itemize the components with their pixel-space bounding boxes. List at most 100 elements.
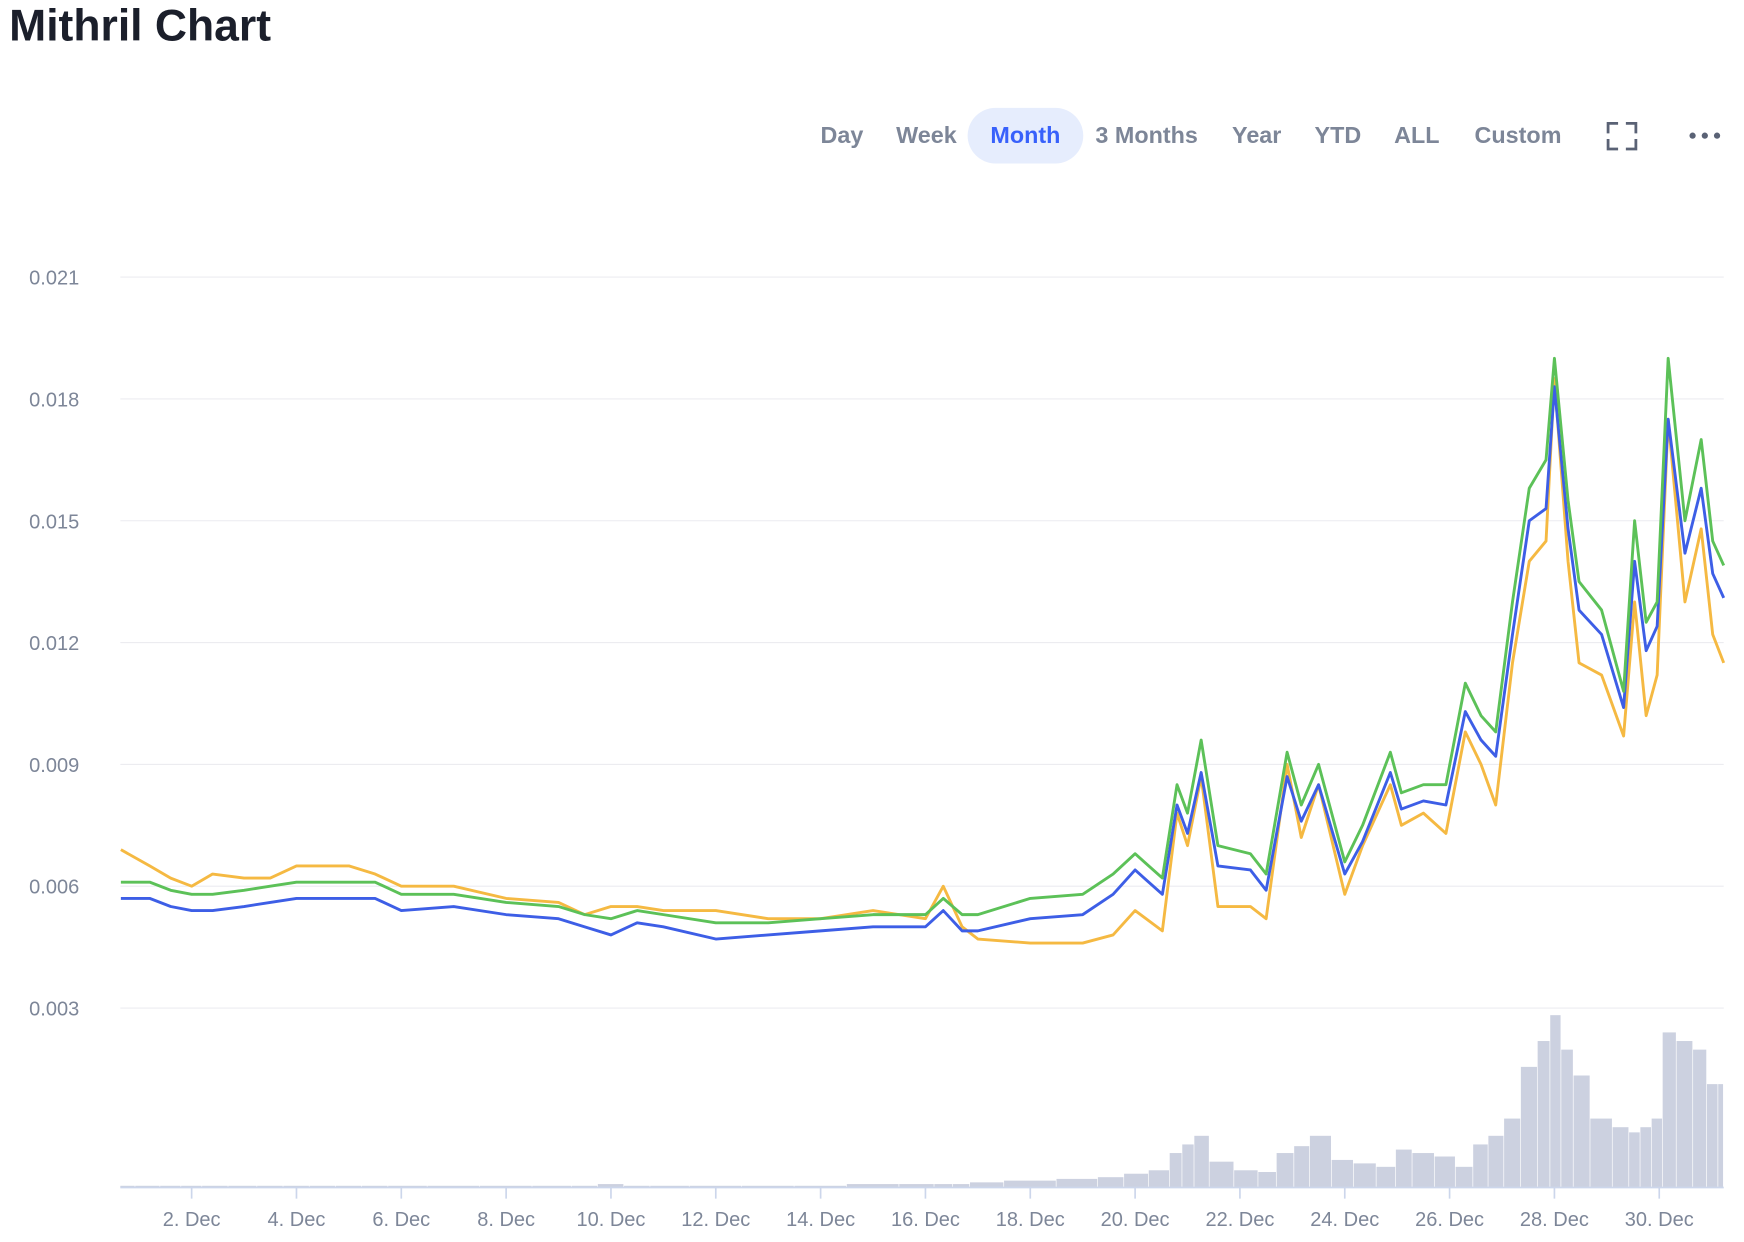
button-label: ALL bbox=[1394, 122, 1439, 148]
volume-bar bbox=[1294, 1146, 1310, 1188]
price-line bbox=[120, 356, 1726, 925]
volume-bar bbox=[1629, 1132, 1640, 1188]
volume-bar bbox=[1473, 1144, 1488, 1188]
range-button[interactable]: YTD bbox=[1315, 122, 1362, 148]
volume-bar bbox=[1455, 1166, 1473, 1188]
x-tick-label: 12. Dec bbox=[681, 1209, 750, 1231]
x-tick-label: 14. Dec bbox=[786, 1209, 855, 1231]
volume-bar bbox=[388, 1185, 427, 1188]
y-tick-label: 0.003 bbox=[29, 999, 79, 1021]
x-tick-label: 4. Dec bbox=[268, 1209, 326, 1231]
volume-bar bbox=[1590, 1118, 1612, 1188]
volume-bar bbox=[1376, 1166, 1396, 1188]
y-tick-label: 0.015 bbox=[29, 511, 79, 533]
volume-bar bbox=[794, 1185, 847, 1188]
range-button[interactable]: ALL bbox=[1394, 122, 1439, 148]
volume-bar bbox=[120, 1185, 135, 1188]
volume-bar bbox=[846, 1184, 899, 1188]
volume-bar bbox=[1234, 1170, 1258, 1188]
volume-bar bbox=[597, 1184, 624, 1188]
volume-bar bbox=[181, 1185, 202, 1188]
volume-bar bbox=[899, 1184, 934, 1188]
y-tick-label: 0.018 bbox=[29, 389, 79, 411]
volume-bar bbox=[160, 1185, 181, 1188]
y-tick-label: 0.009 bbox=[29, 755, 79, 777]
volume-bar bbox=[1209, 1161, 1234, 1188]
button-label: Day bbox=[821, 122, 864, 148]
volume-bar bbox=[741, 1185, 794, 1188]
y-tick-label: 0.012 bbox=[29, 633, 79, 655]
volume-bar bbox=[1537, 1041, 1550, 1188]
x-tick-label: 20. Dec bbox=[1101, 1209, 1170, 1231]
volume-bar bbox=[1258, 1172, 1276, 1188]
volume-bar bbox=[1395, 1149, 1412, 1188]
volume-bar bbox=[1561, 1049, 1573, 1188]
volume-bar bbox=[1148, 1170, 1170, 1188]
volume-bar bbox=[1488, 1135, 1504, 1188]
x-tick-label: 22. Dec bbox=[1205, 1209, 1274, 1231]
volume-bar bbox=[135, 1185, 160, 1188]
menu-icon[interactable] bbox=[1689, 132, 1721, 139]
dot bbox=[1701, 132, 1708, 139]
volume-bar bbox=[228, 1185, 257, 1188]
range-button[interactable]: Year bbox=[1232, 122, 1281, 148]
volume-bar bbox=[1612, 1127, 1629, 1188]
volume-bar bbox=[1004, 1180, 1056, 1188]
x-tick-label: 6. Dec bbox=[372, 1209, 430, 1231]
fullscreen-icon[interactable] bbox=[1606, 122, 1638, 151]
volume-bar bbox=[532, 1185, 571, 1188]
volume-bar bbox=[1706, 1084, 1718, 1188]
volume-bar bbox=[1353, 1163, 1376, 1188]
volume-bar bbox=[1651, 1118, 1662, 1188]
volume-bar bbox=[257, 1185, 283, 1188]
volume-bar bbox=[1309, 1135, 1331, 1188]
volume-bar bbox=[1573, 1075, 1590, 1188]
volume-bar bbox=[1056, 1178, 1098, 1188]
volume-bar bbox=[650, 1185, 689, 1188]
volume-bar bbox=[479, 1185, 532, 1188]
button-label: Custom bbox=[1475, 122, 1562, 148]
button-label: Week bbox=[896, 122, 957, 148]
x-tick-label: 26. Dec bbox=[1415, 1209, 1484, 1231]
volume-bar bbox=[309, 1185, 336, 1188]
range-button[interactable]: Custom bbox=[1475, 122, 1562, 148]
volume-bar bbox=[1676, 1041, 1693, 1188]
volume-bar bbox=[1412, 1153, 1434, 1188]
volume-bar bbox=[952, 1184, 970, 1188]
volume-bar bbox=[1550, 1015, 1561, 1188]
y-tick-label: 0.006 bbox=[29, 877, 79, 899]
volume-bar bbox=[689, 1185, 742, 1188]
x-tick-label: 18. Dec bbox=[996, 1209, 1065, 1231]
volume-bar bbox=[361, 1185, 388, 1188]
price-line bbox=[120, 385, 1726, 941]
button-label: Year bbox=[1232, 122, 1281, 148]
range-button[interactable]: Week bbox=[896, 122, 957, 148]
volume-bar bbox=[1331, 1159, 1354, 1188]
volume-bar bbox=[1693, 1049, 1707, 1188]
x-tick-label: 8. Dec bbox=[477, 1209, 535, 1231]
x-tick-label: 16. Dec bbox=[891, 1209, 960, 1231]
volume-bar bbox=[571, 1185, 598, 1188]
range-button[interactable]: Day bbox=[821, 122, 864, 148]
volume-bar bbox=[934, 1184, 953, 1188]
price-line bbox=[120, 377, 1726, 945]
x-tick-label: 10. Dec bbox=[576, 1209, 645, 1231]
volume-bar bbox=[427, 1185, 480, 1188]
button-label: Month bbox=[990, 122, 1060, 148]
x-tick-label: 24. Dec bbox=[1310, 1209, 1379, 1231]
volume-bar bbox=[1124, 1173, 1149, 1188]
volume-bar bbox=[1194, 1135, 1209, 1188]
range-button[interactable]: Month bbox=[967, 107, 1084, 164]
dot bbox=[1713, 132, 1721, 139]
volume-bar bbox=[624, 1185, 650, 1188]
fullscreen-glyph bbox=[1606, 122, 1638, 151]
range-button[interactable]: 3 Months bbox=[1095, 122, 1197, 148]
volume-bar bbox=[283, 1185, 309, 1188]
x-tick-label: 28. Dec bbox=[1520, 1209, 1589, 1231]
volume-bar bbox=[1520, 1066, 1537, 1188]
button-label: YTD bbox=[1315, 122, 1362, 148]
volume-bar bbox=[1504, 1118, 1521, 1188]
volume-bar bbox=[335, 1185, 362, 1188]
